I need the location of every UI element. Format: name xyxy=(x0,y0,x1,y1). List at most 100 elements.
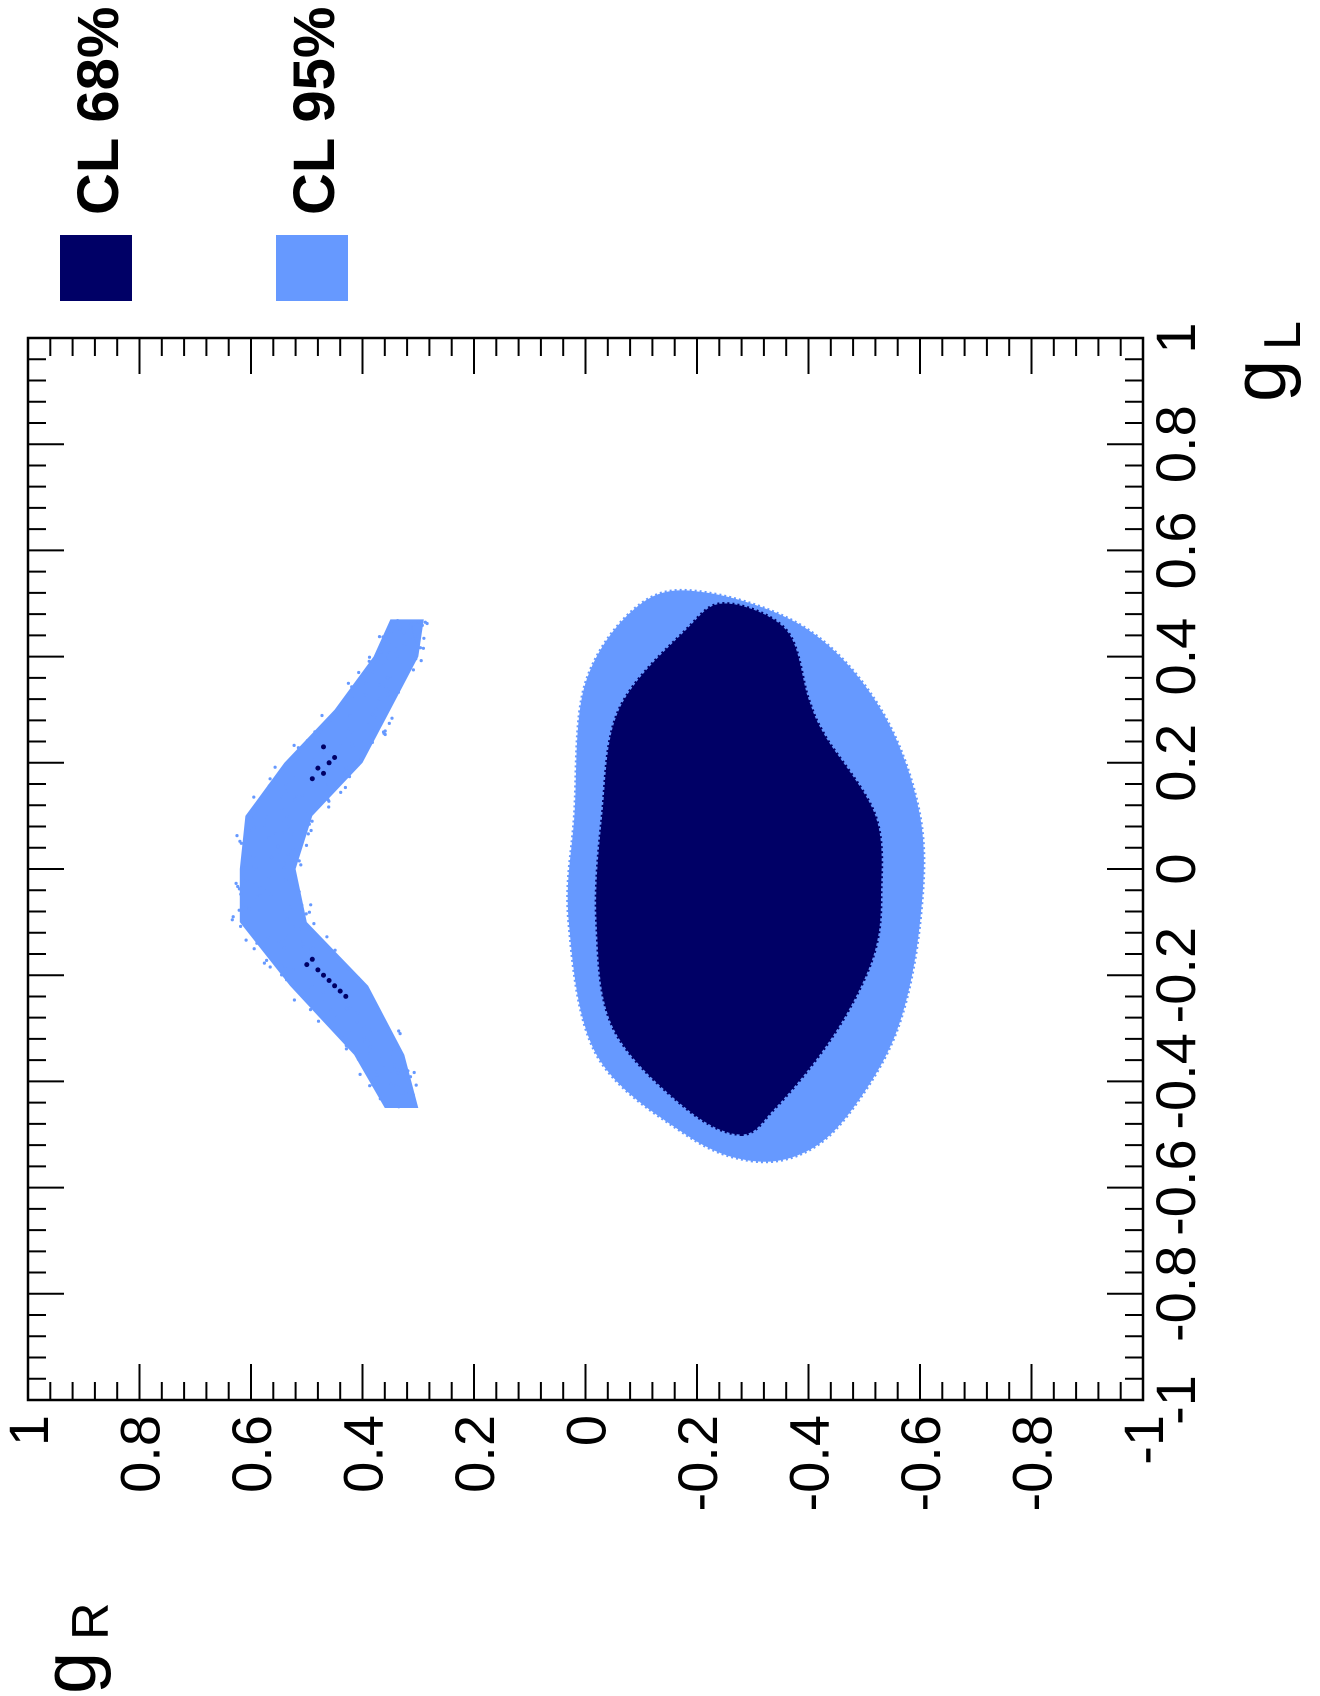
point xyxy=(344,1043,348,1048)
point xyxy=(268,965,272,969)
point xyxy=(350,685,354,689)
point xyxy=(255,926,260,930)
point xyxy=(350,694,355,698)
point xyxy=(316,1019,321,1023)
point xyxy=(285,978,289,982)
point xyxy=(364,693,368,697)
point xyxy=(390,1047,394,1051)
point xyxy=(298,753,302,757)
point xyxy=(409,622,413,626)
point xyxy=(293,798,297,803)
point xyxy=(313,730,317,734)
point xyxy=(346,966,350,971)
point xyxy=(298,757,302,761)
point xyxy=(379,644,383,649)
point xyxy=(402,631,406,635)
x-axis-title: g xyxy=(1217,360,1302,402)
point xyxy=(237,908,241,912)
y-tick-label: -0.6 xyxy=(889,1415,952,1512)
point xyxy=(331,763,335,767)
point xyxy=(280,831,284,835)
y-tick-label: 0.2 xyxy=(443,1415,506,1493)
point xyxy=(383,729,387,733)
point xyxy=(329,1008,333,1012)
point xyxy=(411,668,415,672)
point xyxy=(327,805,331,809)
point xyxy=(412,630,416,634)
point xyxy=(355,1020,359,1024)
legend-swatch xyxy=(276,235,348,301)
point xyxy=(357,670,361,675)
point xyxy=(356,1011,360,1015)
y-tick-label: 1 xyxy=(0,1415,60,1446)
x-tick-label: 1 xyxy=(1144,322,1207,353)
point xyxy=(384,684,388,689)
y-tick-label: -0.4 xyxy=(778,1415,841,1512)
point xyxy=(254,868,258,873)
point xyxy=(310,819,314,823)
point xyxy=(299,917,303,922)
point xyxy=(318,1012,322,1016)
ticks-layer xyxy=(27,337,1144,1401)
point xyxy=(252,815,256,819)
point xyxy=(247,829,251,833)
point xyxy=(367,720,371,724)
point xyxy=(307,744,311,749)
point xyxy=(301,909,305,914)
point xyxy=(333,1013,337,1017)
point xyxy=(410,654,414,658)
point xyxy=(321,990,325,994)
point xyxy=(267,836,271,840)
point xyxy=(368,1084,372,1088)
point xyxy=(280,795,284,799)
x-tick-label: -0.6 xyxy=(1144,1139,1207,1236)
point xyxy=(332,755,338,760)
point xyxy=(262,823,266,828)
point xyxy=(332,983,338,989)
point xyxy=(406,1069,410,1073)
point xyxy=(287,879,291,884)
point xyxy=(309,956,315,962)
point xyxy=(381,635,385,639)
point xyxy=(299,863,303,867)
point xyxy=(415,652,419,656)
point xyxy=(364,681,368,685)
point xyxy=(312,922,316,926)
point xyxy=(351,744,355,748)
point xyxy=(421,646,425,650)
point xyxy=(359,1060,363,1064)
y-tick-label: -1 xyxy=(1112,1415,1175,1465)
x-tick-label: 0.6 xyxy=(1144,511,1207,589)
point xyxy=(351,731,355,735)
point xyxy=(252,795,256,799)
point xyxy=(344,766,348,770)
point xyxy=(234,881,238,886)
point xyxy=(301,939,305,943)
point xyxy=(386,656,390,660)
point xyxy=(388,640,392,644)
point xyxy=(411,1093,415,1097)
point xyxy=(377,1036,381,1040)
point xyxy=(372,660,376,664)
point xyxy=(362,1025,366,1029)
x-tick-label: 0.4 xyxy=(1144,618,1207,696)
point xyxy=(266,792,270,797)
point xyxy=(367,659,371,663)
point xyxy=(320,713,324,718)
point xyxy=(319,725,324,730)
point xyxy=(272,939,276,944)
point xyxy=(261,877,265,882)
point xyxy=(309,965,313,970)
point xyxy=(267,784,271,788)
point xyxy=(278,850,282,855)
x-tick-label: -1 xyxy=(1144,1375,1207,1425)
point xyxy=(339,741,343,745)
point xyxy=(381,661,385,665)
point xyxy=(401,670,405,674)
point xyxy=(386,629,390,633)
point xyxy=(304,843,309,848)
point xyxy=(297,927,301,932)
point xyxy=(408,1075,413,1079)
point xyxy=(321,972,326,978)
point xyxy=(309,776,315,782)
